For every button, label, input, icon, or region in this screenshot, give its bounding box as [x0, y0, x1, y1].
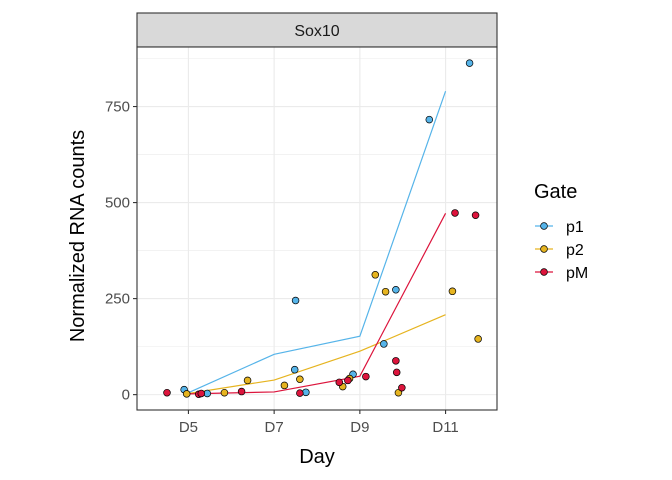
point-pM — [451, 209, 459, 217]
x-axis-title: Day — [299, 446, 335, 468]
point-p2 — [296, 375, 304, 384]
x-tick-label: D5 — [179, 419, 198, 436]
point-pM — [362, 372, 370, 381]
point-pM — [392, 357, 400, 365]
series-points — [163, 59, 482, 399]
point-p1 — [290, 365, 299, 374]
point-p2 — [182, 390, 191, 398]
plot-panel — [137, 47, 497, 410]
point-pM — [296, 389, 304, 397]
point-p1 — [465, 59, 474, 67]
legend-title: Gate — [534, 181, 577, 203]
point-p2 — [474, 335, 482, 343]
point-p2 — [220, 388, 229, 397]
point-pM — [471, 211, 480, 219]
point-p2 — [371, 271, 380, 279]
point-pM — [237, 387, 246, 396]
point-pM — [197, 389, 206, 398]
x-axis: D5 D7 D9 D11 — [179, 410, 459, 436]
point-p1 — [291, 296, 300, 305]
y-axis: 0 250 500 750 — [105, 99, 137, 404]
point-p2 — [381, 287, 390, 296]
point-p2 — [448, 287, 457, 296]
series-line-p2 — [188, 314, 446, 395]
legend-label: p2 — [566, 242, 584, 259]
point-pM — [398, 383, 406, 392]
facet-strip — [136, 12, 498, 48]
x-tick-label: D11 — [432, 419, 458, 436]
grid — [137, 47, 497, 410]
legend-key-point — [540, 222, 548, 230]
series-lines — [188, 90, 447, 395]
point-pM — [392, 368, 401, 377]
point-pM — [344, 376, 352, 385]
legend-item-p2: p2 — [535, 242, 584, 259]
y-tick-label: 500 — [105, 195, 130, 212]
legend-item-pM: pM — [535, 265, 588, 282]
point-pM — [163, 388, 171, 397]
y-tick-label: 750 — [105, 99, 130, 116]
legend-label: pM — [566, 265, 588, 282]
point-p1 — [425, 115, 434, 124]
legend-label: p1 — [566, 219, 584, 236]
legend: p1 p2 pM — [535, 219, 588, 282]
legend-key-point — [540, 245, 548, 253]
y-tick-label: 0 — [122, 387, 130, 404]
x-tick-label: D9 — [350, 419, 369, 436]
x-tick-label: D7 — [265, 419, 284, 436]
panel-border — [136, 46, 498, 411]
facet-title: Sox10 — [294, 23, 339, 40]
series-line-pM — [188, 213, 447, 395]
y-axis-title: Normalized RNA counts — [67, 130, 89, 342]
y-tick-label: 250 — [105, 291, 130, 308]
legend-key-point — [540, 268, 548, 276]
series-line-p1 — [188, 90, 447, 394]
point-p1 — [380, 340, 388, 348]
point-p1 — [392, 286, 400, 294]
point-p2 — [280, 381, 289, 390]
legend-item-p1: p1 — [535, 219, 584, 236]
point-p2 — [243, 376, 252, 385]
point-pM — [335, 378, 344, 387]
